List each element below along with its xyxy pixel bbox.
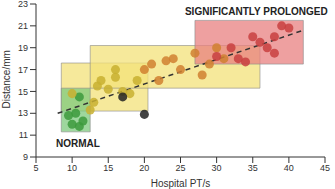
svg-text:45: 45 <box>320 163 327 173</box>
svg-text:SIGNIFICANTLY PROLONGED: SIGNIFICANTLY PROLONGED <box>185 6 327 17</box>
svg-text:NORMAL: NORMAL <box>56 138 100 149</box>
svg-text:11: 11 <box>19 130 28 140</box>
svg-text:Distance/mm: Distance/mm <box>8 50 12 108</box>
svg-text:35: 35 <box>248 163 258 173</box>
svg-text:40: 40 <box>284 163 294 173</box>
svg-text:15: 15 <box>103 163 113 173</box>
svg-text:Hospital PT/s: Hospital PT/s <box>151 178 210 189</box>
svg-text:25: 25 <box>175 163 185 173</box>
svg-text:17: 17 <box>18 65 28 75</box>
svg-text:5: 5 <box>33 163 38 173</box>
svg-text:9: 9 <box>23 152 28 162</box>
svg-text:23: 23 <box>18 0 28 9</box>
svg-text:19: 19 <box>18 43 28 53</box>
svg-text:21: 21 <box>18 21 28 31</box>
svg-text:30: 30 <box>212 163 222 173</box>
svg-text:10: 10 <box>67 163 77 173</box>
svg-text:20: 20 <box>139 163 149 173</box>
svg-text:13: 13 <box>18 108 28 118</box>
svg-text:15: 15 <box>18 87 28 97</box>
